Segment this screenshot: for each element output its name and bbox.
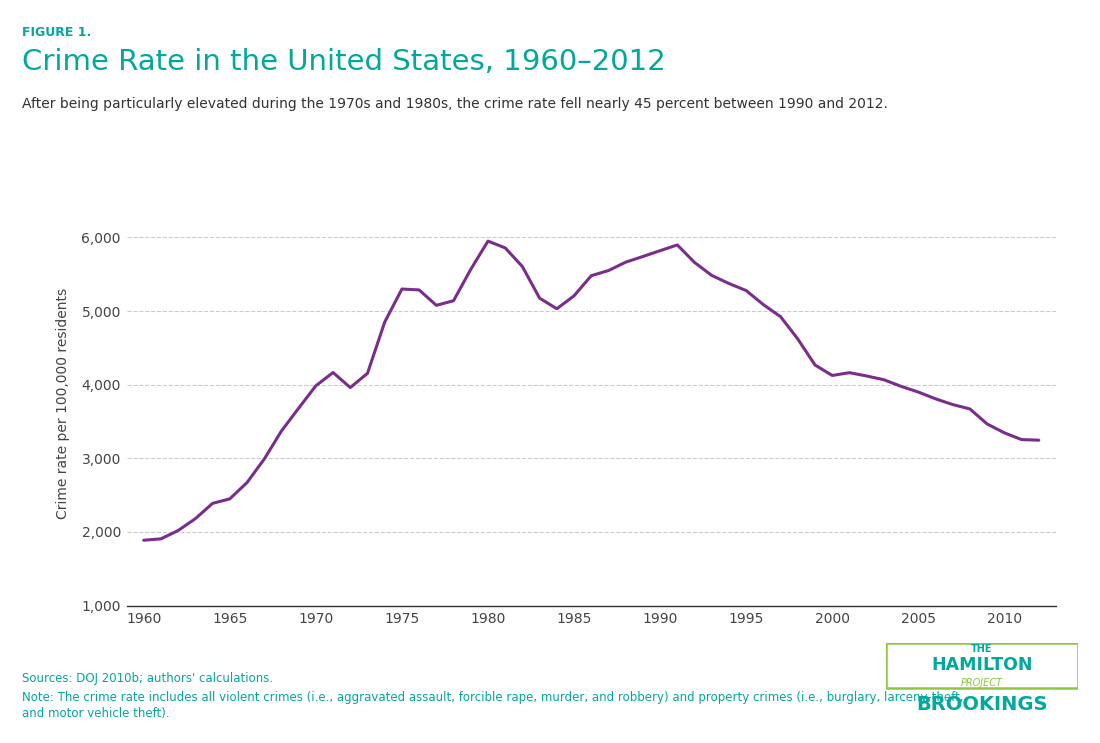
Text: FIGURE 1.: FIGURE 1. xyxy=(22,26,91,39)
Text: THE: THE xyxy=(971,644,992,655)
Text: BROOKINGS: BROOKINGS xyxy=(916,695,1047,714)
Text: After being particularly elevated during the 1970s and 1980s, the crime rate fel: After being particularly elevated during… xyxy=(22,97,888,111)
Text: HAMILTON: HAMILTON xyxy=(931,656,1033,674)
Text: PROJECT: PROJECT xyxy=(960,678,1003,688)
Text: Sources: DOJ 2010b; authors' calculations.: Sources: DOJ 2010b; authors' calculation… xyxy=(22,672,273,685)
Y-axis label: Crime rate per 100,000 residents: Crime rate per 100,000 residents xyxy=(56,288,70,519)
FancyBboxPatch shape xyxy=(886,643,1078,688)
Text: and motor vehicle theft).: and motor vehicle theft). xyxy=(22,707,169,720)
Text: Crime Rate in the United States, 1960–2012: Crime Rate in the United States, 1960–20… xyxy=(22,48,666,77)
Text: Note: The crime rate includes all violent crimes (i.e., aggravated assault, forc: Note: The crime rate includes all violen… xyxy=(22,691,964,704)
